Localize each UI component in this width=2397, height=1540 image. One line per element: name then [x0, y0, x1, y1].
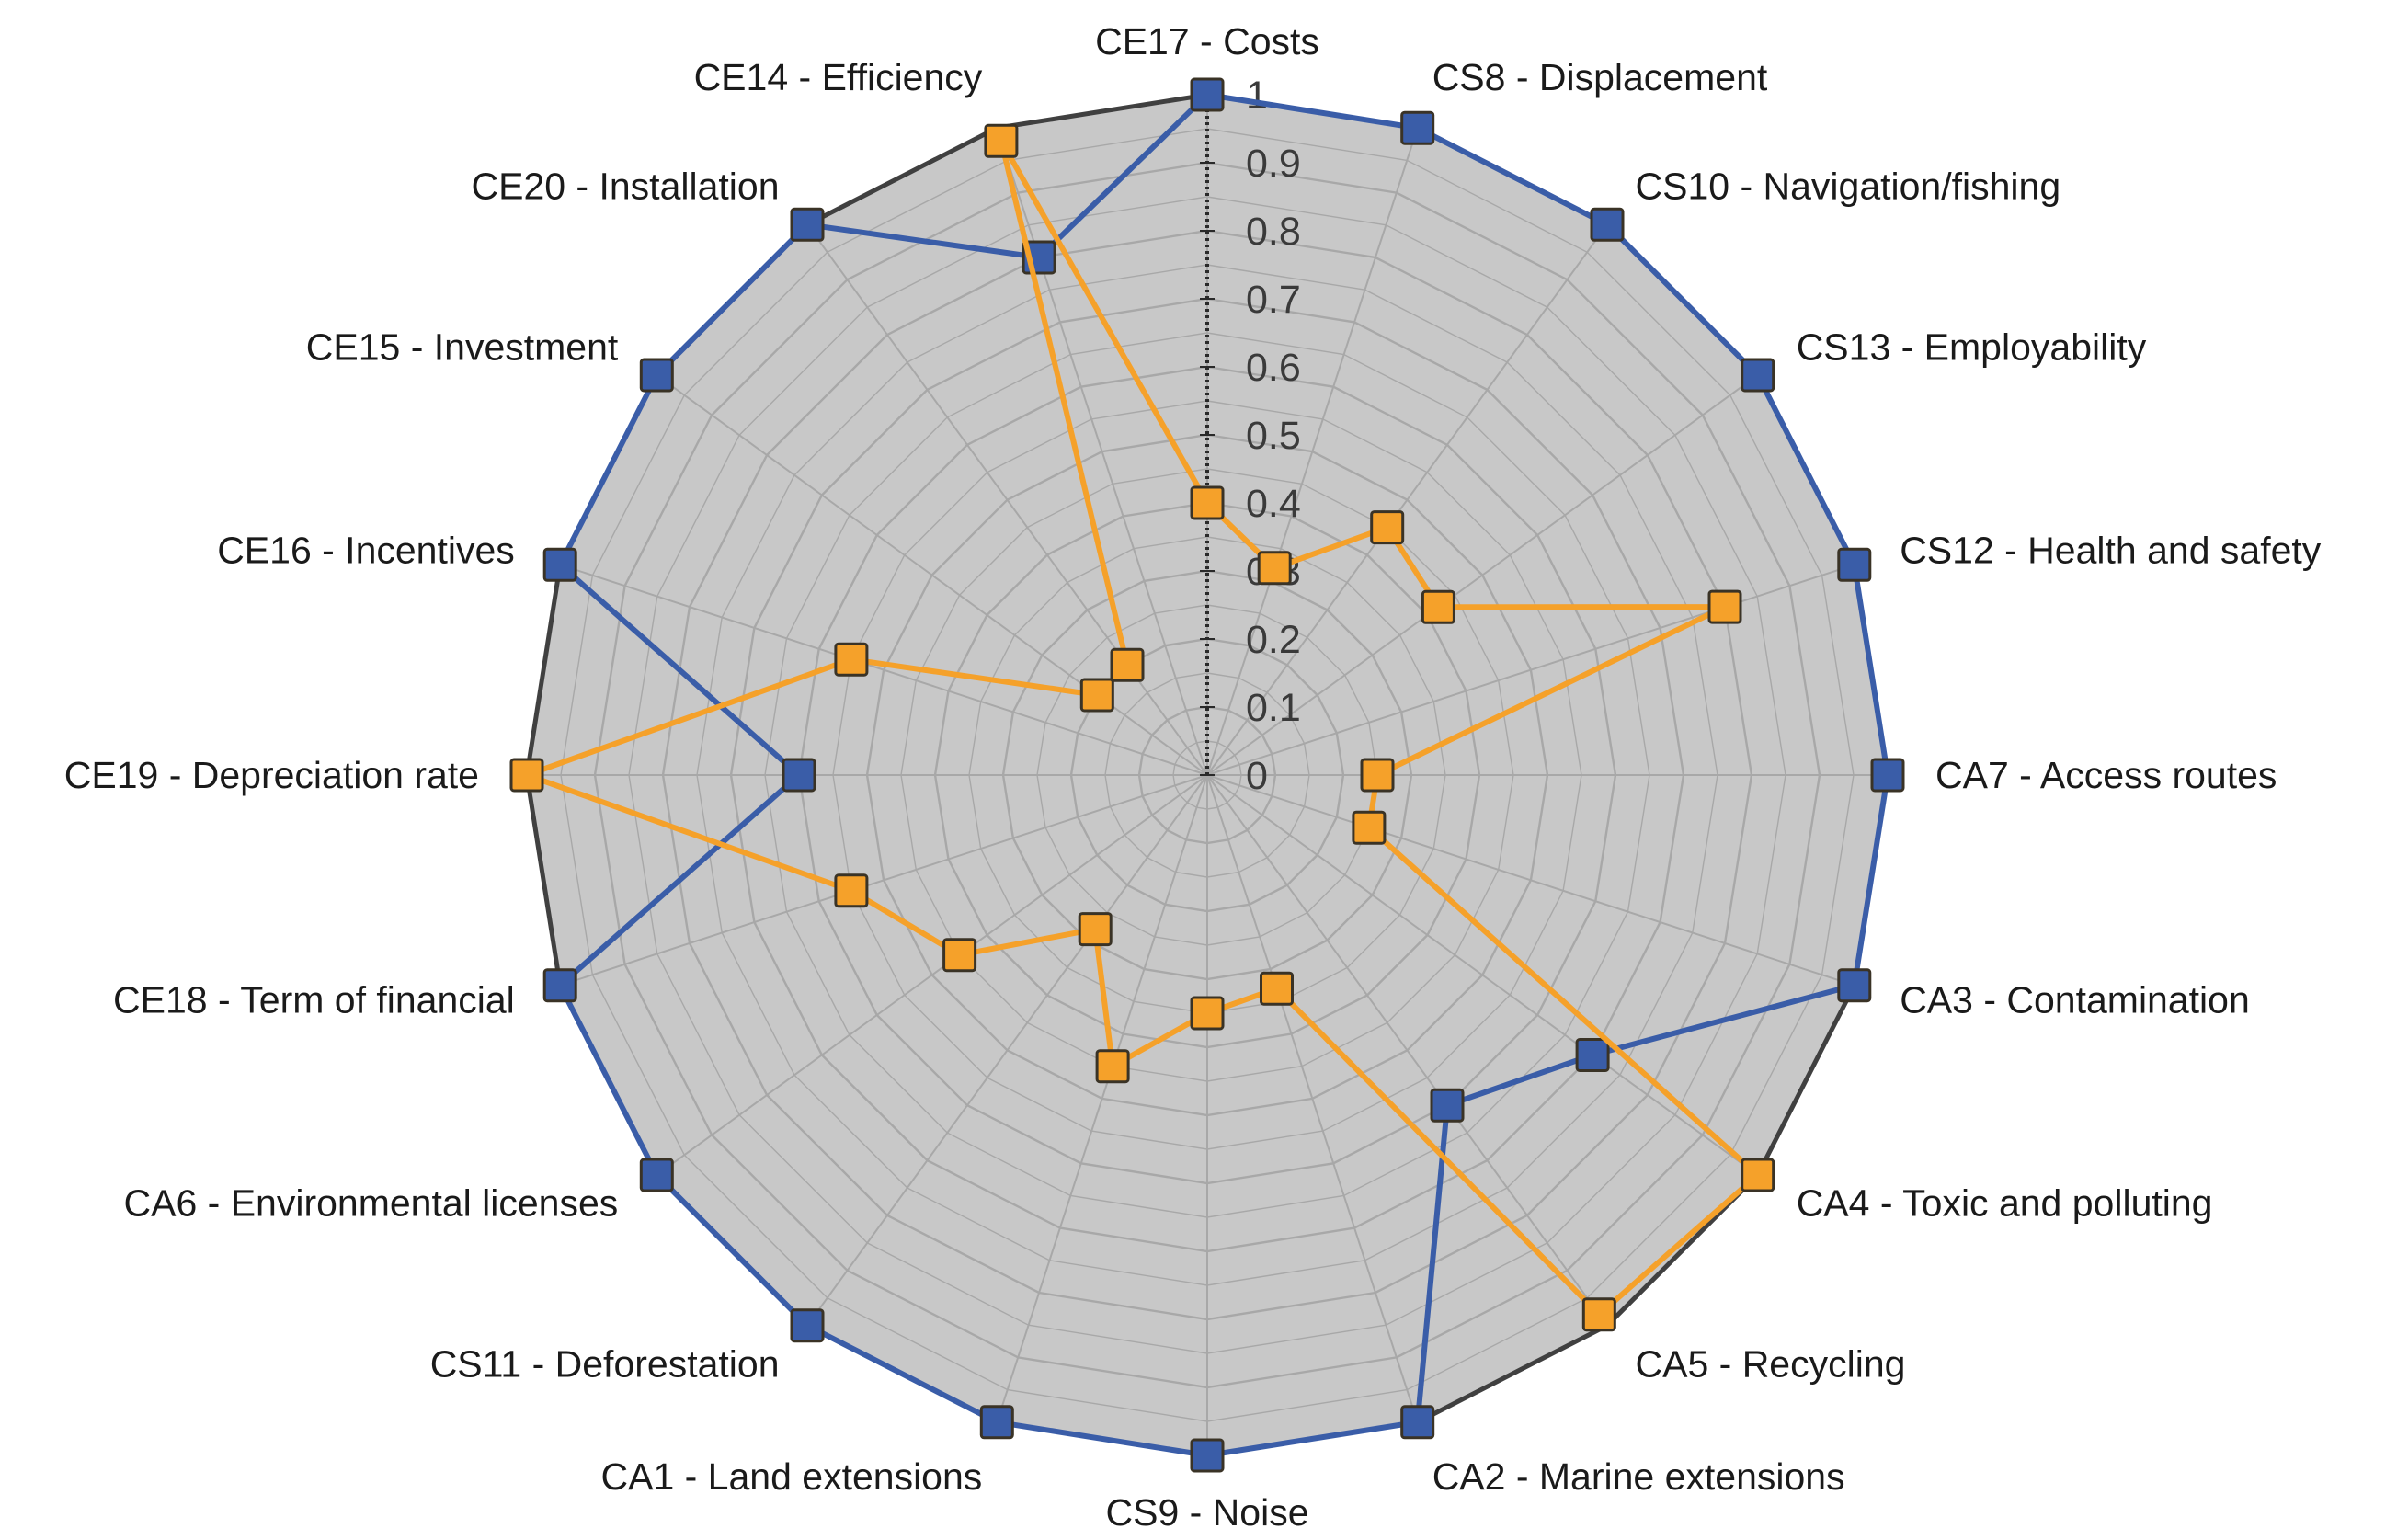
- series-2-marker: [1078, 912, 1113, 947]
- category-label: CA3 - Contamination: [1900, 979, 2250, 1021]
- category-label: CA4 - Toxic and polluting: [1797, 1182, 2213, 1225]
- series-1-marker: [979, 1405, 1014, 1440]
- series-2-marker: [1190, 485, 1225, 520]
- series-2-marker: [1110, 647, 1145, 682]
- category-labels: CE17 - Costs CS8 - Displacement CS10 - Nav…: [64, 20, 2322, 1534]
- category-label: CA5 - Recycling: [1636, 1343, 1906, 1386]
- grid-spoke: [1206, 774, 1759, 1176]
- series-1-marker: [1190, 77, 1225, 112]
- series-1-marker: [1741, 358, 1775, 393]
- value-axis-tick-label: 0: [1246, 754, 1268, 798]
- series-1-marker: [639, 358, 674, 393]
- series-2-marker: [1352, 810, 1387, 845]
- series-1-marker: [639, 1158, 674, 1192]
- series-1-marker: [790, 207, 825, 242]
- series-1-marker: [1870, 758, 1905, 793]
- category-label: CA7 - Access routes: [1935, 754, 2277, 796]
- category-label: CE19 - Depreciation rate: [64, 754, 479, 796]
- value-axis-tick-label: 0.1: [1246, 686, 1301, 730]
- series-1-marker: [1575, 1038, 1610, 1072]
- value-axis-tick-label: 0.4: [1246, 482, 1301, 526]
- value-axis-tick-label: 0.5: [1246, 414, 1301, 458]
- grid-spoke: [1206, 564, 1855, 776]
- series-2-marker: [509, 758, 544, 793]
- grid-spoke: [1206, 374, 1759, 776]
- category-label: CS12 - Health and safety: [1900, 529, 2322, 571]
- series-2-marker: [1190, 996, 1225, 1031]
- value-axis-tick-label: 0.7: [1246, 278, 1301, 322]
- series-1-marker: [1430, 1088, 1465, 1123]
- grid-spoke: [996, 127, 1208, 776]
- grid-spoke: [1206, 223, 1608, 776]
- series-2-marker: [1370, 510, 1405, 545]
- series-2-marker: [1421, 589, 1455, 624]
- grid-spoke: [656, 374, 1208, 776]
- series-2-marker: [984, 123, 1019, 158]
- series-2: [509, 123, 1775, 1332]
- grid-spoke: [996, 774, 1208, 1423]
- series-1-marker: [1190, 1438, 1225, 1473]
- category-label: CS11 - Deforestation: [430, 1343, 780, 1386]
- series-2-marker: [1095, 1049, 1130, 1084]
- category-label: CA6 - Environmental licenses: [124, 1182, 619, 1225]
- radial-value-axis: 00.10.20.30.40.50.60.70.80.91: [1200, 74, 1301, 798]
- grid-spoke: [1206, 774, 1855, 987]
- series-1-marker: [1590, 207, 1625, 242]
- series-2-marker: [1257, 551, 1292, 586]
- category-label: CA1 - Land extensions: [600, 1455, 982, 1498]
- series-2-marker: [1707, 589, 1742, 624]
- grid-spoke: [559, 564, 1208, 776]
- series-1: [542, 77, 1905, 1473]
- series-1-marker: [790, 1308, 825, 1343]
- grid-spoke: [1206, 127, 1419, 776]
- grid-spoke: [806, 774, 1208, 1327]
- category-label: CE17 - Costs: [1095, 20, 1319, 63]
- grid-spoke: [559, 774, 1208, 987]
- series-1-marker: [1837, 968, 1872, 1003]
- category-label: CE18 - Term of financial: [113, 979, 515, 1021]
- series-1-marker: [1837, 547, 1872, 582]
- series-1-marker: [1400, 110, 1435, 145]
- category-label: CE20 - Installation: [471, 165, 779, 207]
- category-label: CS9 - Noise: [1105, 1491, 1308, 1534]
- category-label: CE16 - Incentives: [217, 529, 515, 571]
- grid-spoke: [1206, 774, 1608, 1327]
- value-axis-tick-label: 0.8: [1246, 210, 1301, 254]
- value-axis-tick-label: 0.6: [1246, 346, 1301, 390]
- category-label: CS10 - Navigation/fishing: [1636, 165, 2061, 207]
- series-1-marker: [542, 547, 577, 582]
- series-2-marker: [834, 873, 869, 908]
- series-layer: [509, 77, 1905, 1473]
- series-2-marker: [1360, 758, 1395, 793]
- series-1-marker: [542, 968, 577, 1003]
- series-2-marker: [1260, 971, 1294, 1006]
- category-label: CE14 - Efficiency: [694, 56, 983, 98]
- category-label: CA2 - Marine extensions: [1432, 1455, 1845, 1498]
- grid-spoke: [1206, 774, 1419, 1423]
- grid-spoke: [806, 223, 1208, 776]
- category-label: CE15 - Investment: [306, 326, 619, 369]
- series-2-marker: [1079, 678, 1114, 713]
- series-2-marker: [1741, 1158, 1775, 1192]
- series-2-marker: [1581, 1297, 1616, 1332]
- value-axis-tick-label: 0.9: [1246, 142, 1301, 186]
- value-axis-tick-label: 1: [1246, 74, 1268, 118]
- category-label: CS13 - Employability: [1797, 326, 2147, 369]
- category-label: CS8 - Displacement: [1432, 56, 1768, 98]
- series-1-marker: [1400, 1405, 1435, 1440]
- grid-spoke: [656, 774, 1208, 1176]
- series-1-marker: [782, 758, 816, 793]
- series-2-marker: [942, 938, 977, 973]
- value-axis-tick-label: 0.2: [1246, 618, 1301, 662]
- series-2-marker: [834, 642, 869, 677]
